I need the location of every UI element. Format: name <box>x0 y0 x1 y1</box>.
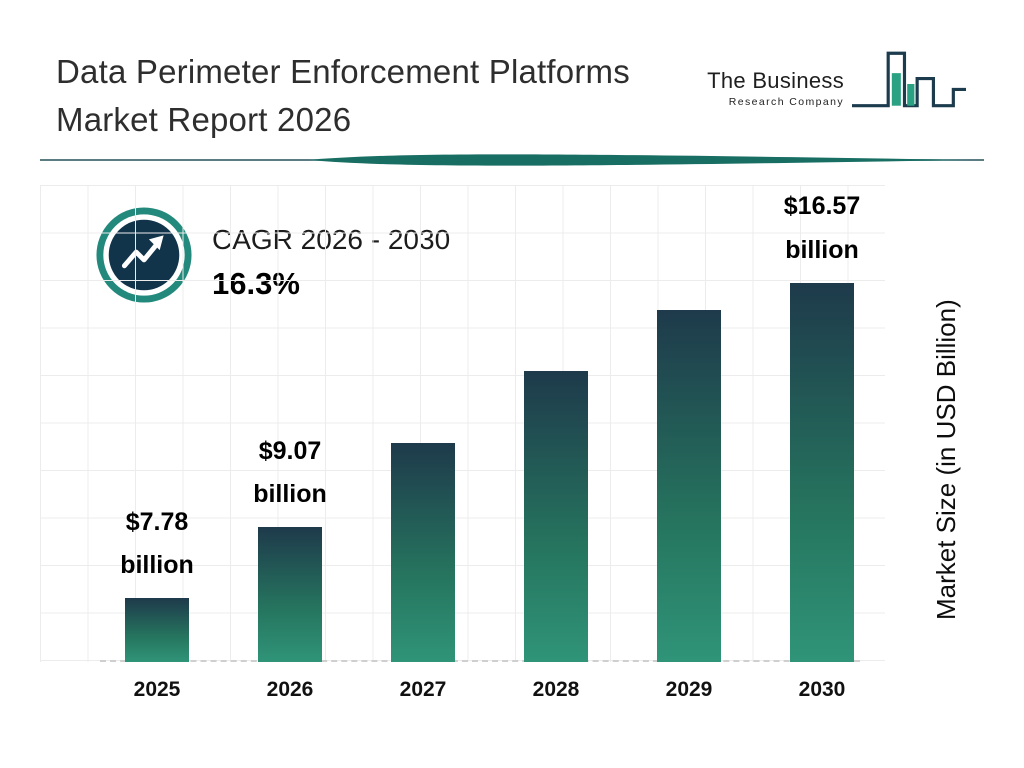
y-axis-label: Market Size (in USD Billion) <box>931 299 961 621</box>
bar-value-label: $9.07 billion <box>253 430 327 518</box>
bar <box>790 282 854 662</box>
year-label: 2025 <box>133 678 181 701</box>
bar-column: $16.57 billion 2030 <box>784 185 860 701</box>
page-title-line2: Market Report 2026 <box>56 100 352 138</box>
bar-column: 2028 <box>524 185 588 701</box>
brand-subtitle: Research Company <box>728 96 844 108</box>
bar-value-label: $16.57 billion <box>784 185 860 273</box>
bar <box>258 527 322 662</box>
chart-grid <box>40 185 885 662</box>
baseline-dashed <box>100 660 860 662</box>
year-label: 2027 <box>399 678 447 701</box>
year-label: 2026 <box>266 678 314 701</box>
bar-column: $9.07 billion 2026 <box>253 185 327 702</box>
bar-column: $7.78 billion 2025 <box>120 185 194 702</box>
bar-value-amount: $7.78 <box>125 507 189 536</box>
year-label: 2029 <box>665 678 713 701</box>
year-label: 2028 <box>532 678 580 701</box>
chart-plot-area: $7.78 billion 2025 $9.07 billion 2026 20… <box>40 185 885 712</box>
page-title-line1: Data Perimeter Enforcement Platforms <box>56 53 630 90</box>
page-title: Data Perimeter Enforcement Platforms Mar… <box>56 48 716 144</box>
bar <box>125 598 189 662</box>
bar-value-amount: $16.57 <box>783 192 861 220</box>
year-label: 2030 <box>798 678 846 701</box>
brand-logo-text: The Business Research Company <box>707 68 844 122</box>
bar <box>657 310 721 662</box>
bar-value-amount: $9.07 <box>258 436 322 465</box>
brand-name: The Business <box>707 68 844 93</box>
bar-value-unit: billion <box>785 235 859 264</box>
bar-value-unit: billion <box>120 551 194 580</box>
divider <box>40 154 984 166</box>
bar-column: 2027 <box>391 185 455 701</box>
bar <box>391 443 455 662</box>
bar-value-label: $7.78 billion <box>120 501 194 589</box>
bar-column: 2029 <box>657 185 721 701</box>
bar-value-unit: billion <box>253 480 327 509</box>
bar <box>524 371 588 662</box>
brand-logo: The Business Research Company <box>707 46 968 122</box>
bars-row: $7.78 billion 2025 $9.07 billion 2026 20… <box>120 185 860 702</box>
logo-bar-chart-icon <box>852 51 966 108</box>
